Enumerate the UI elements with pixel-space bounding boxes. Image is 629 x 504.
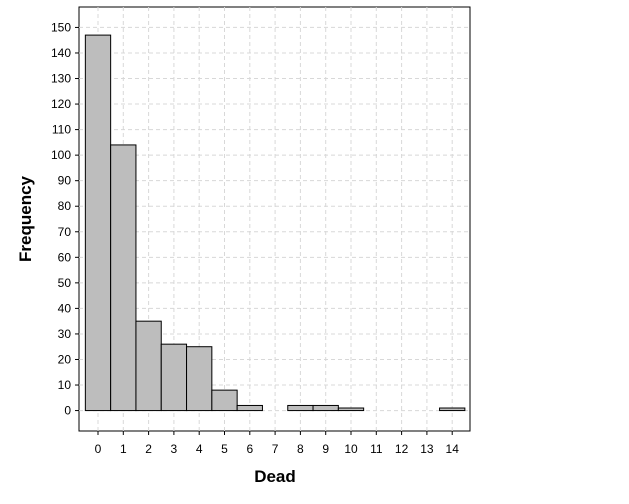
x-tick-label: 12 [395, 442, 409, 456]
y-tick-label: 30 [58, 327, 72, 341]
y-tick-label: 120 [51, 97, 71, 111]
x-axis-title: Dead [254, 467, 296, 486]
x-tick-label: 0 [95, 442, 102, 456]
bar-8 [287, 404, 314, 412]
y-tick-label: 80 [58, 199, 72, 213]
bar-2 [135, 320, 162, 412]
y-tick-label: 90 [58, 174, 72, 188]
y-tick-label: 60 [58, 250, 72, 264]
bar-0 [84, 34, 112, 412]
x-axis-ticks: 0 1 2 3 4 5 6 7 8 9 10 11 12 13 14 [95, 431, 460, 456]
bar-1 [110, 144, 137, 412]
y-tick-label: 20 [58, 352, 72, 366]
bar-14 [439, 407, 466, 412]
x-tick-label: 1 [120, 442, 127, 456]
x-tick-label: 7 [272, 442, 279, 456]
bar-9 [312, 404, 339, 412]
x-tick-label: 8 [297, 442, 304, 456]
bars [84, 34, 466, 412]
x-tick-label: 11 [370, 442, 383, 456]
y-tick-label: 140 [51, 46, 71, 60]
bar-6 [236, 404, 263, 412]
y-tick-label: 10 [58, 378, 72, 392]
x-tick-label: 3 [171, 442, 178, 456]
y-tick-label: 70 [58, 225, 72, 239]
y-tick-label: 130 [51, 72, 71, 86]
y-tick-label: 40 [58, 301, 72, 315]
x-tick-label: 2 [145, 442, 152, 456]
bar-5 [211, 389, 238, 412]
bar-10 [337, 407, 365, 412]
x-tick-label: 6 [246, 442, 253, 456]
y-tick-label: 150 [51, 20, 71, 34]
y-tick-label: 100 [51, 148, 71, 162]
bar-3 [160, 343, 188, 412]
y-axis-ticks: 0 10 20 30 40 50 60 70 80 90 100 110 120 130 140 150 [51, 20, 79, 418]
bar-4 [186, 346, 213, 412]
x-tick-label: 13 [420, 442, 434, 456]
x-tick-label: 10 [344, 442, 358, 456]
x-tick-label: 5 [221, 442, 228, 456]
x-tick-label: 4 [196, 442, 203, 456]
y-tick-label: 110 [52, 123, 71, 137]
x-tick-label: 9 [322, 442, 329, 456]
x-tick-label: 14 [446, 442, 460, 456]
y-tick-label: 50 [58, 276, 72, 290]
y-tick-label: 0 [64, 404, 71, 418]
y-axis-title: Frequency [16, 175, 35, 262]
